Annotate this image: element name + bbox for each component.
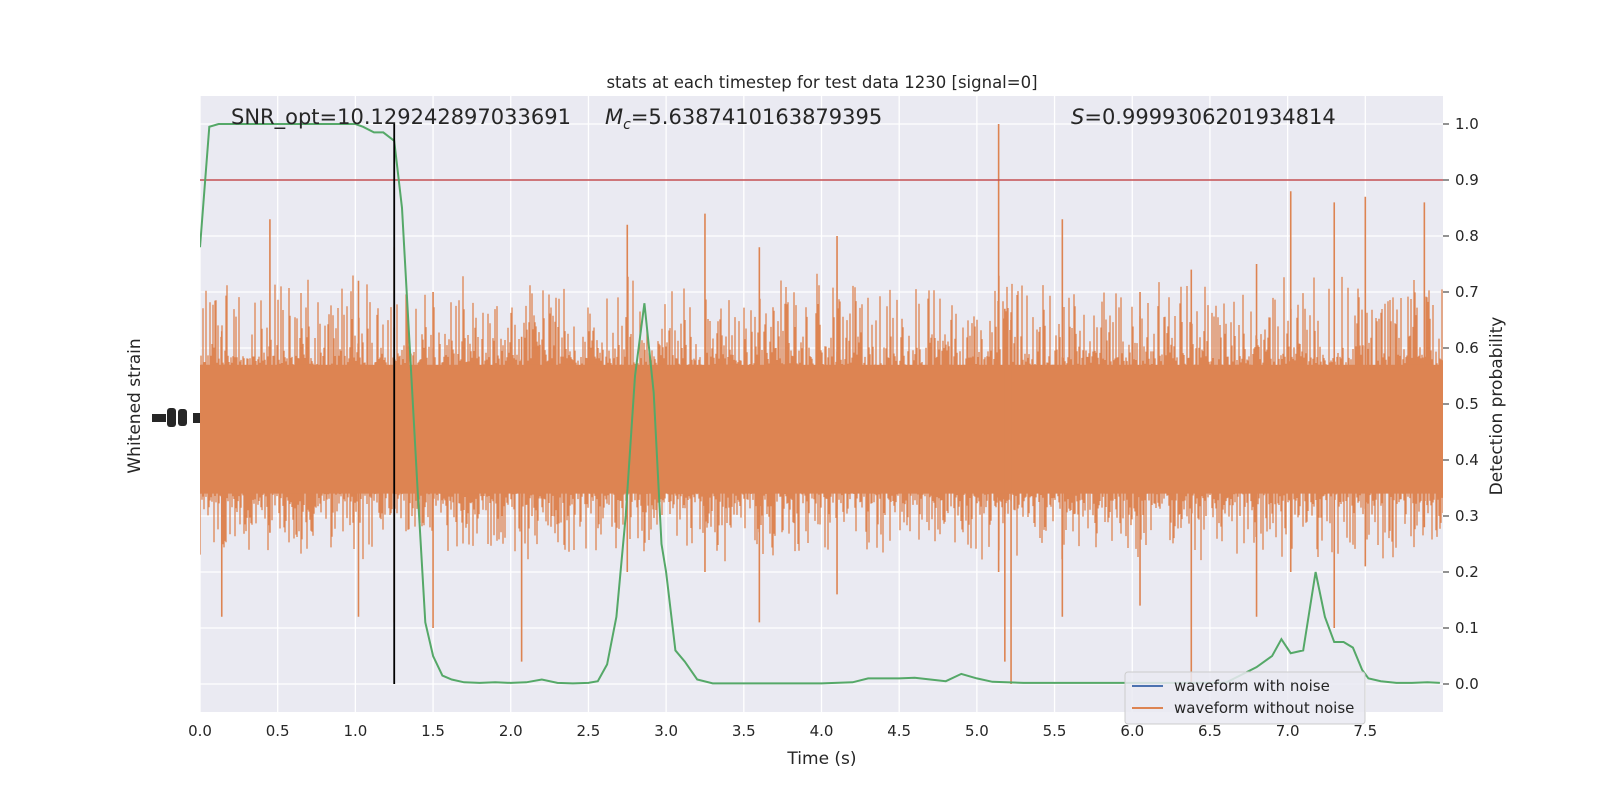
x-tick-label: 2.5 <box>577 722 601 740</box>
y-tick-label: 0.9 <box>1455 171 1479 189</box>
s-annotation: S=0.9999306201934814 <box>1071 105 1336 129</box>
y-tick-label: 1.0 <box>1455 115 1479 133</box>
y-tick-label: 0.2 <box>1455 563 1479 581</box>
x-tick-label: 7.0 <box>1276 722 1300 740</box>
x-tick-label: 0.0 <box>188 722 212 740</box>
x-tick-label: 1.5 <box>421 722 445 740</box>
right-y-axis-label: Detection probability <box>1487 317 1507 496</box>
strain-band-core <box>200 364 1443 494</box>
x-tick-label: 4.5 <box>887 722 911 740</box>
chart-title: stats at each timestep for test data 123… <box>606 73 1037 92</box>
snr-annotation: SNR_opt=10.129242897033691 <box>231 105 571 130</box>
mc-value: =5.6387410163879395 <box>631 105 882 129</box>
legend-label-without-noise: waveform without noise <box>1174 699 1354 717</box>
legend: waveform with noise waveform without noi… <box>1124 671 1366 725</box>
y-tick-label: 0.7 <box>1455 283 1479 301</box>
x-tick-label: 2.0 <box>499 722 523 740</box>
y-tick-label: 0.5 <box>1455 395 1479 413</box>
x-tick-label: 5.0 <box>965 722 989 740</box>
y-tick-label: 0.3 <box>1455 507 1479 525</box>
legend-label-with-noise: waveform with noise <box>1174 677 1330 695</box>
left-axis-clutter <box>152 408 200 427</box>
strain-band <box>200 273 1443 562</box>
mc-symbol: M <box>605 105 623 129</box>
chirp-mass-annotation: Mc=5.6387410163879395 <box>605 105 882 133</box>
y-tick-label: 0.1 <box>1455 619 1479 637</box>
x-tick-label: 7.5 <box>1353 722 1377 740</box>
y-tick-label: 0.6 <box>1455 339 1479 357</box>
x-tick-labels: 0.0 0.5 1.0 1.5 2.0 2.5 3.0 3.5 4.0 4.5 5.0 5.5 6.0 6… <box>188 722 1377 740</box>
x-tick-label: 4.0 <box>810 722 834 740</box>
x-axis-label: Time (s) <box>786 749 856 769</box>
x-tick-label: 3.0 <box>654 722 678 740</box>
s-value: =0.9999306201934814 <box>1084 105 1335 129</box>
x-tick-label: 6.0 <box>1120 722 1144 740</box>
y-tick-label: 0.4 <box>1455 451 1479 469</box>
x-tick-label: 0.5 <box>266 722 290 740</box>
right-y-tick-labels: 0.0 0.1 0.2 0.3 0.4 0.5 0.6 0.7 0.8 0.9 1.0 <box>1443 115 1479 693</box>
s-symbol: S <box>1071 105 1084 129</box>
mc-subscript: c <box>623 117 631 133</box>
left-y-axis-label: Whitened strain <box>125 338 145 473</box>
y-tick-label: 0.0 <box>1455 675 1479 693</box>
detection-probability-line <box>200 123 1440 685</box>
x-tick-label: 5.5 <box>1043 722 1067 740</box>
x-tick-label: 1.0 <box>343 722 367 740</box>
legend-box <box>1124 671 1366 725</box>
y-tick-label: 0.8 <box>1455 227 1479 245</box>
x-tick-label: 3.5 <box>732 722 756 740</box>
x-tick-label: 6.5 <box>1198 722 1222 740</box>
